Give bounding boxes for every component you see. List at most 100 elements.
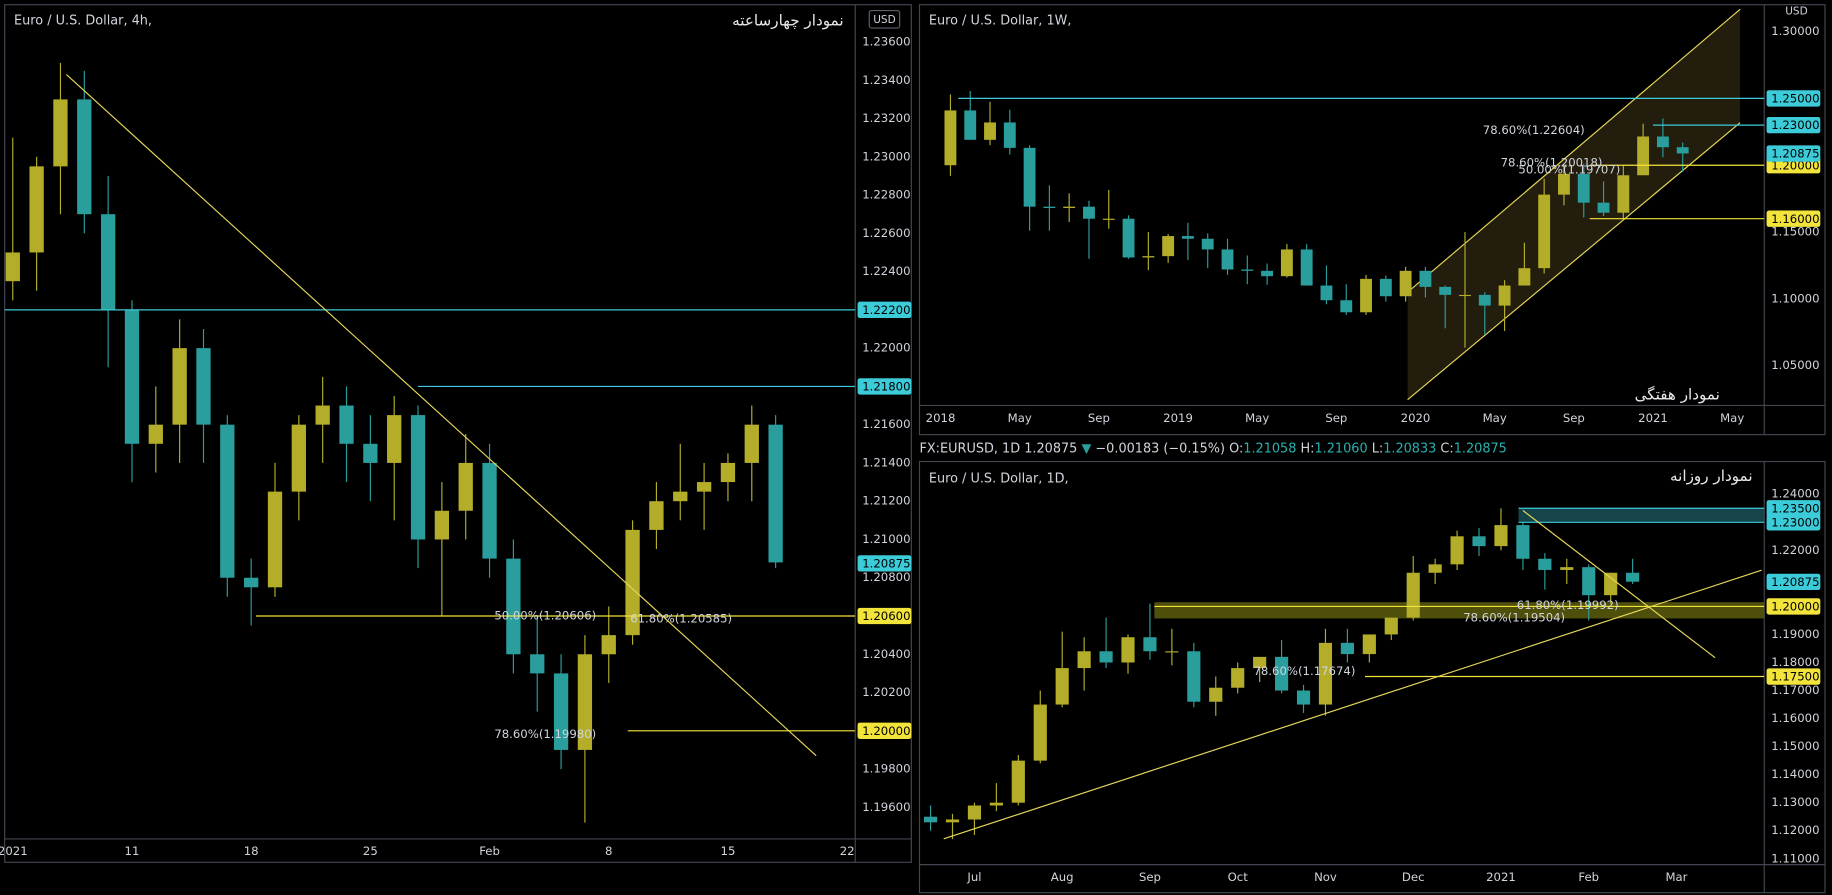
price-label: 1.23000	[1771, 118, 1819, 132]
price-label: 1.20000	[1771, 599, 1819, 613]
x-tick-label: 2021	[0, 844, 28, 858]
x-tick-label: Feb	[1578, 870, 1599, 884]
candle-body	[768, 424, 783, 563]
candle-body	[1478, 294, 1491, 306]
x-tick-label: May	[1008, 411, 1032, 425]
x-tick-label: 2021	[1638, 411, 1668, 425]
price-label-box	[1766, 116, 1821, 134]
candle-body	[1637, 136, 1650, 176]
panel-frame	[918, 4, 1826, 436]
candle-body	[989, 802, 1003, 806]
candle-body	[1181, 236, 1194, 239]
candle-body	[220, 424, 235, 578]
candle-body	[1362, 634, 1376, 655]
candle-body	[29, 166, 44, 253]
x-tick-label: 2020	[1401, 411, 1431, 425]
panel-frame	[918, 460, 1826, 894]
candle-body	[1406, 572, 1420, 618]
fib-annotation: 50.00%(1.19707)	[1518, 162, 1620, 176]
y-tick-label: 1.18000	[1771, 655, 1819, 669]
x-tick-label: 2019	[1163, 411, 1193, 425]
candle-body	[1201, 238, 1214, 250]
candle-body	[1033, 704, 1047, 761]
fib-annotation: 78.60%(1.20018)	[1501, 156, 1603, 170]
candle-body	[1340, 300, 1353, 313]
candle-body	[1498, 285, 1511, 306]
candle-body	[1221, 249, 1234, 270]
x-tick-label: 18	[244, 844, 259, 858]
close-label: C:	[1440, 441, 1453, 456]
candle-body	[387, 415, 402, 463]
candle-body	[577, 654, 593, 750]
x-tick-label: Sep	[1563, 411, 1585, 425]
symbol: FX:EURUSD, 1D	[920, 441, 1021, 456]
price-label: 1.20000	[862, 724, 910, 738]
price-label: 1.16000	[1771, 212, 1819, 226]
y-tick-label: 1.22400	[862, 264, 910, 278]
trend-line	[1522, 510, 1716, 659]
candle-body	[196, 348, 211, 425]
x-tick-label: Jul	[966, 870, 981, 884]
candle-body	[172, 348, 187, 425]
candle-body	[1419, 270, 1432, 287]
trend-line	[66, 74, 817, 757]
candle-body	[1318, 642, 1333, 705]
x-tick-label: 2021	[1486, 870, 1516, 884]
candle-body	[1300, 249, 1313, 286]
candle-body	[1280, 249, 1293, 277]
candle-body	[553, 673, 569, 750]
x-tick-label: May	[1245, 411, 1269, 425]
y-tick-label: 1.11000	[1771, 851, 1819, 865]
y-tick-label: 1.23000	[862, 149, 910, 163]
candle-body	[984, 122, 996, 140]
x-tick-label: 11	[125, 844, 140, 858]
price-label-box	[857, 722, 912, 739]
candle-body	[1617, 175, 1630, 213]
candle-body	[1340, 642, 1354, 655]
x-tick-label: 25	[363, 844, 378, 858]
candle-body	[1360, 278, 1372, 313]
candle-body	[1102, 218, 1115, 220]
y-tick-label: 1.20800	[862, 570, 910, 584]
candle-body	[77, 99, 92, 215]
high: 1.21060	[1315, 441, 1368, 456]
candle-body	[625, 529, 640, 636]
price-label-box	[1766, 500, 1821, 517]
candle-body	[944, 110, 957, 166]
y-tick-label: 1.21400	[862, 455, 910, 469]
y-tick-label: 1.22600	[862, 226, 910, 240]
candle-body	[1055, 668, 1069, 705]
chart-title: Euro / U.S. Dollar, 4h,	[14, 14, 152, 29]
x-tick-label: Mar	[1665, 870, 1687, 884]
y-tick-label: 1.20200	[862, 685, 910, 699]
chart-annotation-title: نمودار چهارساعته	[732, 12, 843, 30]
candle-body	[1077, 651, 1091, 669]
price-label-box	[857, 378, 912, 395]
candle-body	[1656, 136, 1669, 148]
candle-body	[1122, 218, 1135, 258]
candle-body	[696, 482, 712, 492]
price-label-box	[1766, 514, 1821, 531]
zone	[1518, 508, 1765, 523]
candle-body	[1538, 558, 1552, 570]
candle-body	[1399, 270, 1412, 297]
y-tick-label: 1.20400	[862, 647, 910, 661]
price-label: 1.20000	[1771, 158, 1819, 172]
y-tick-label: 1.24000	[1771, 487, 1819, 501]
candle-body	[1560, 567, 1574, 570]
candle-body	[1516, 525, 1530, 559]
y-tick-label: 1.16000	[1771, 711, 1819, 725]
fib-annotation: 50.00%(1.20606)	[494, 608, 596, 622]
y-tick-label: 1.21000	[862, 532, 910, 546]
candle-body	[1459, 294, 1471, 297]
fib-annotation: 61.80%(1.20585)	[630, 611, 732, 625]
price-label: 1.20875	[862, 556, 910, 570]
candle-body	[1384, 617, 1398, 635]
high-label: H:	[1301, 441, 1315, 456]
price-label: 1.17500	[1771, 670, 1819, 684]
currency: USD	[1785, 6, 1807, 18]
channel-line	[1407, 122, 1741, 401]
candle-body	[720, 462, 736, 483]
candle-body	[1241, 269, 1254, 271]
